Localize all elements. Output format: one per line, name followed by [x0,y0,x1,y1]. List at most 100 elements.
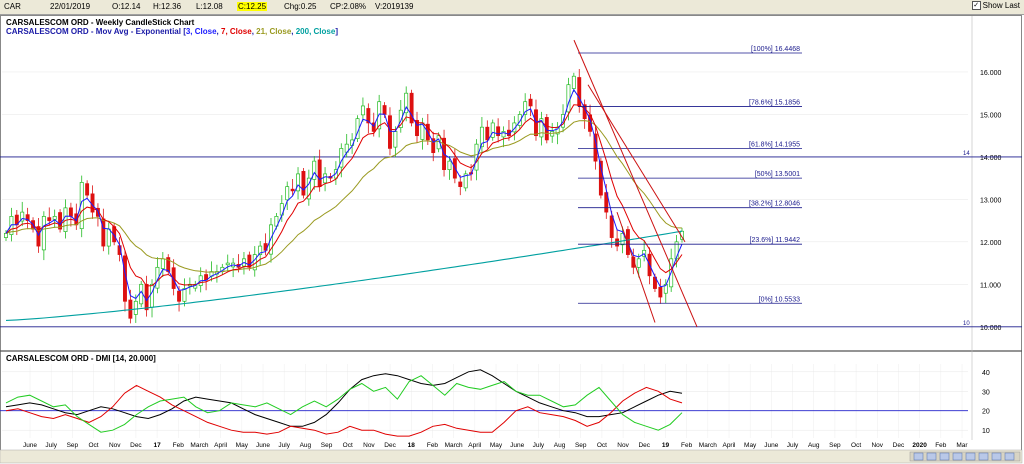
candle [447,156,452,180]
candle [155,257,160,294]
scroll-nav-icon [952,452,963,461]
candle-body [323,173,328,184]
candle-body [474,143,479,171]
dmi-tick-label: 10 [982,428,990,435]
candle-body [144,283,149,311]
candle-body [166,257,171,272]
candle-body [160,258,165,269]
quote-toolbar: CAR 22/01/2019 O:12.14 H:12.36 L:12.08 C… [0,0,1024,15]
candle [490,119,495,141]
scroll-nav-icon [913,452,924,461]
x-axis-tick-label: Feb [681,442,693,449]
x-axis-tick-label: July [533,442,545,449]
fibonacci-level-label: [50%] 13.5001 [755,171,800,178]
x-axis-tick-label: Dec [130,442,142,449]
candle-body [517,114,522,126]
x-axis-tick-label: Sep [67,442,79,449]
open-value: O:12.14 [112,2,141,11]
scrollbar-track [0,449,1023,464]
candle-body [523,101,528,115]
ma7-legend: 7, Close [221,27,252,36]
high-value: H:12.36 [153,2,182,11]
candle-body [68,207,73,217]
candle-body [182,288,187,302]
fibonacci-level-label: [61.8%] 14.1955 [749,142,800,149]
x-axis-tick-label: March [190,442,208,449]
price-tick-label: 16.000 [980,70,1002,77]
x-axis-tick-label: Feb [935,442,947,449]
x-axis-tick-label: Nov [871,442,883,449]
x-axis-tick-label: Dec [384,442,396,449]
candle [290,178,295,196]
x-axis-tick-label: June [510,442,524,449]
candle-body [296,173,300,192]
x-axis-tick-label: 17 [153,442,161,449]
candle [301,167,306,199]
x-axis-tick-label: June [764,442,778,449]
candle [63,199,68,239]
scroll-nav-icon [978,452,989,461]
fibonacci-level-label: [100%] 16.4468 [751,46,800,53]
price-tick-label: 10.000 [980,325,1002,332]
x-axis-tick-label: Oct [597,442,607,449]
x-axis-tick-label: Sep [829,442,841,449]
candle-body [631,256,636,268]
ema7-line [5,104,683,287]
ma-legend-suffix: ] [335,27,338,36]
x-axis-tick-label: Nov [109,442,121,449]
scroll-nav-icon [1004,452,1015,461]
candle [85,180,90,199]
candle-body [258,245,263,255]
candle [123,250,127,312]
scroll-nav-icon [939,452,950,461]
candle [485,120,490,149]
moving-average-legend: CARSALESCOM ORD - Mov Avg - Exponential … [6,27,338,36]
candle-body [636,258,641,268]
candle-body [663,283,668,294]
ma21-legend: 21, Close [256,27,292,36]
x-axis-tick-label: July [787,442,799,449]
candle-body [90,193,95,213]
candle [317,149,322,192]
fibonacci-level-label: [0%] 10.5533 [759,296,800,303]
ma3-legend: 3, Close [185,27,217,36]
candle [458,175,463,196]
ema21-line [5,120,683,273]
candle [25,207,30,230]
candle [225,254,230,272]
candle [398,100,403,133]
x-axis-tick-label: April [468,442,482,449]
show-last-toggle[interactable]: ✓ Show Last [971,1,1020,11]
show-last-checkbox[interactable]: ✓ [971,1,981,11]
candle [144,275,149,317]
x-axis-tick-label: May [490,442,503,449]
candle [306,169,311,206]
date-label: 22/01/2019 [50,2,91,11]
dmi-title: CARSALESCOM ORD - DMI [14, 20.000] [6,354,156,363]
candle [101,208,106,252]
candle-body [447,160,452,170]
candle [528,94,533,117]
candle [52,209,57,228]
trend-line [587,84,686,243]
candle [182,278,187,307]
candle-body [658,286,663,298]
x-axis-tick-label: Dec [638,442,650,449]
show-last-label: Show Last [982,1,1020,10]
fibonacci-level-label: [78.6%] 15.1856 [749,100,800,107]
candle [58,209,63,233]
dmi-series-line [5,384,683,437]
candles [4,69,684,324]
candle-body [490,122,495,138]
candle [231,257,236,278]
candle-body [604,192,609,213]
price-tick-label: 13.000 [980,197,1002,204]
candle [609,210,614,248]
candle [68,202,73,227]
candle [636,253,641,278]
fibonacci-level-label: [38.2%] 12.8046 [749,201,800,208]
x-axis-tick-label: June [256,442,270,449]
price-tick-label: 12.000 [980,240,1002,247]
x-axis-tick-label: June [23,442,37,449]
